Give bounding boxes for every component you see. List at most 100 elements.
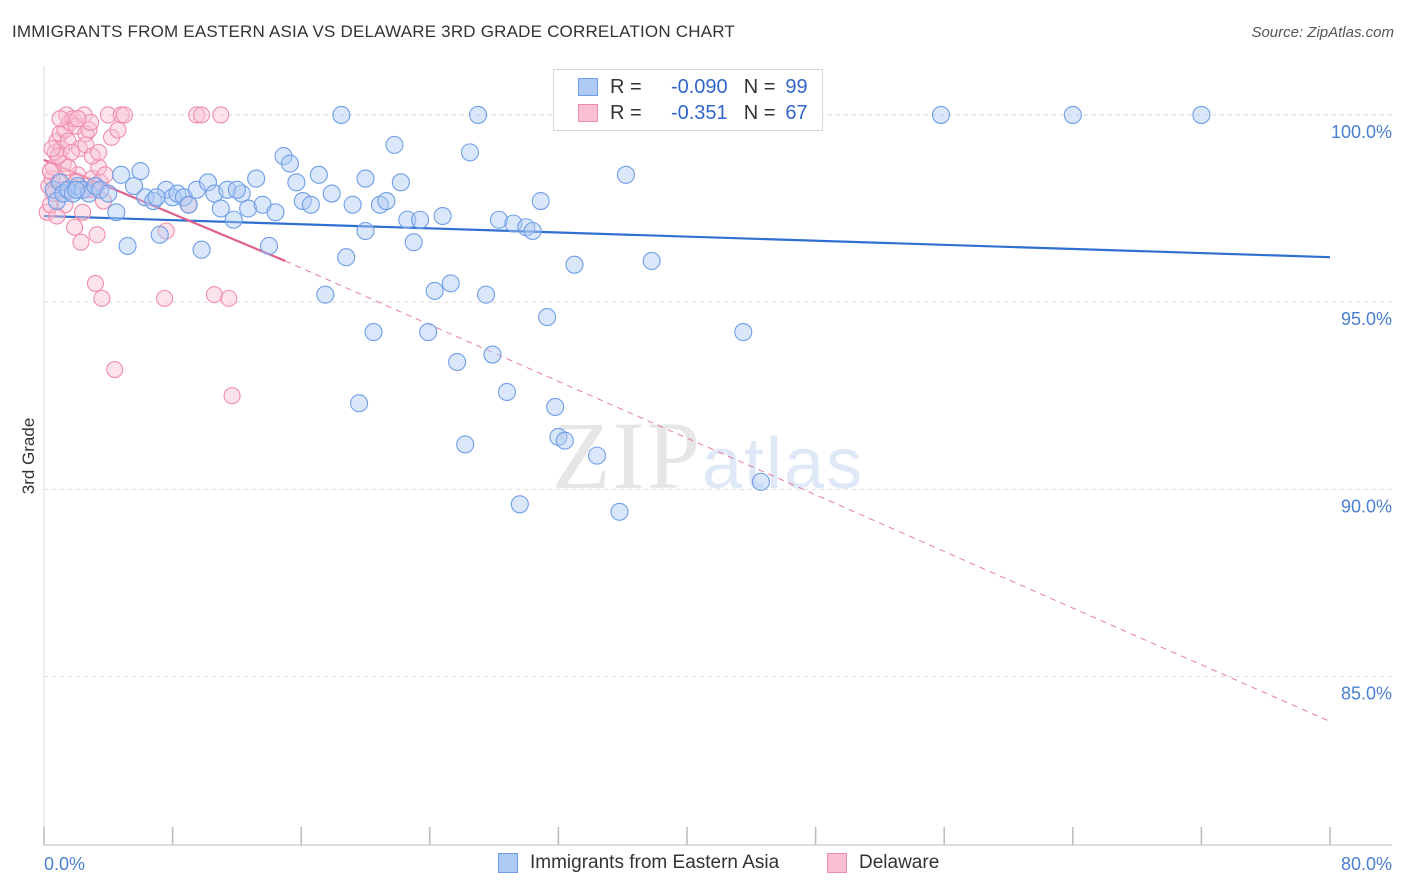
data-point-eastern-asia (364, 323, 383, 342)
legend-swatch-eastern-asia (578, 78, 598, 96)
data-point-eastern-asia (309, 165, 328, 184)
data-point-eastern-asia (301, 195, 320, 214)
y-tick-label: 90.0% (1341, 496, 1392, 516)
legend-n-value-delaware: 67 (785, 101, 808, 124)
legend-row-eastern-asia: R = -0.090 N = 99 (578, 74, 808, 100)
data-point-eastern-asia (107, 203, 126, 222)
data-point-eastern-asia (510, 495, 529, 514)
data-point-eastern-asia (239, 199, 258, 218)
data-point-eastern-asia (404, 233, 423, 252)
data-point-delaware (72, 233, 90, 251)
data-point-eastern-asia (419, 323, 438, 342)
data-point-delaware (192, 106, 211, 124)
trend-line-eastern-asia (43, 214, 1331, 259)
data-point-eastern-asia (211, 199, 230, 218)
data-point-eastern-asia (398, 210, 417, 229)
data-point-eastern-asia (47, 191, 66, 211)
legend-n-value-eastern-asia: 99 (785, 75, 808, 98)
data-point-eastern-asia (531, 191, 550, 211)
bottom-legend-label-eastern-asia: Immigrants from Eastern Asia (530, 852, 780, 873)
data-point-eastern-asia (391, 173, 410, 192)
data-point-eastern-asia (99, 184, 118, 203)
data-point-eastern-asia (131, 162, 150, 181)
data-point-eastern-asia (441, 274, 460, 293)
data-point-eastern-asia (227, 180, 246, 199)
data-point-eastern-asia (546, 397, 565, 417)
data-point-delaware (109, 121, 127, 139)
data-point-delaware (212, 106, 230, 124)
data-point-eastern-asia (616, 165, 635, 184)
data-point-eastern-asia (385, 135, 404, 154)
data-point-delaware (106, 360, 124, 379)
data-point-eastern-asia (751, 472, 770, 491)
data-point-delaware (156, 289, 174, 307)
data-point-delaware (82, 113, 100, 131)
legend-swatch-delaware (578, 104, 598, 122)
points-delaware (38, 106, 241, 405)
data-point-eastern-asia (448, 352, 467, 372)
data-point-eastern-asia (343, 195, 362, 214)
data-point-eastern-asia (931, 105, 951, 124)
bottom-legend-label-delaware: Delaware (859, 852, 940, 873)
chart-title: IMMIGRANTS FROM EASTERN ASIA VS DELAWARE… (12, 22, 735, 41)
bottom-legend-delaware: Delaware (827, 852, 939, 874)
data-point-delaware (62, 143, 80, 161)
data-point-delaware (86, 274, 104, 292)
legend-n-label: N = (743, 75, 776, 98)
data-point-delaware (220, 289, 238, 307)
data-point-eastern-asia (332, 105, 351, 124)
watermark-zip: ZIP (552, 402, 702, 509)
data-point-eastern-asia (377, 191, 396, 211)
data-point-eastern-asia (1192, 105, 1211, 124)
legend-box: R = -0.090 N = 99 R = -0.351 N = 67 (553, 69, 823, 131)
points-eastern-asia (44, 105, 1211, 521)
data-point-delaware (41, 162, 59, 180)
data-point-eastern-asia (734, 323, 753, 342)
y-tick-label: 100.0% (1331, 122, 1392, 142)
data-point-delaware (74, 203, 92, 221)
data-point-eastern-asia (316, 285, 335, 304)
data-point-delaware (93, 289, 111, 307)
data-point-eastern-asia (587, 446, 607, 465)
data-point-eastern-asia (477, 285, 496, 304)
data-point-delaware (223, 387, 241, 405)
data-point-delaware (115, 106, 133, 124)
data-point-delaware (51, 110, 69, 128)
bottom-legend-swatch-eastern-asia (498, 853, 518, 873)
legend-r-label: R = (610, 101, 642, 124)
data-point-eastern-asia (322, 184, 341, 203)
data-point-eastern-asia (433, 206, 452, 226)
trend-line-delaware-dashed (284, 260, 1331, 722)
data-point-eastern-asia (274, 147, 293, 166)
data-point-eastern-asia (350, 394, 369, 413)
legend-n-label: N = (743, 101, 776, 124)
x-tick-label: 0.0% (44, 854, 85, 874)
y-tick-label: 85.0% (1341, 684, 1392, 704)
data-point-delaware (48, 207, 66, 225)
data-point-eastern-asia (555, 431, 574, 450)
data-point-eastern-asia (468, 105, 488, 124)
legend-r-value-eastern-asia: -0.090 (670, 75, 728, 98)
tick-labels: 85.0% 90.0% 95.0% 100.0% 0.0% 80.0% (44, 122, 1392, 874)
data-point-eastern-asia (179, 195, 198, 214)
axes (43, 66, 1392, 846)
data-point-eastern-asia (247, 169, 266, 188)
data-point-eastern-asia (218, 180, 237, 199)
legend-r-value-delaware: -0.351 (670, 101, 728, 124)
data-point-eastern-asia (460, 143, 480, 162)
watermark: ZIPatlas (552, 400, 864, 511)
data-point-delaware (65, 218, 84, 236)
data-point-eastern-asia (425, 281, 444, 300)
data-point-eastern-asia (497, 382, 517, 402)
data-point-eastern-asia (150, 225, 169, 244)
data-point-delaware (69, 110, 87, 128)
data-point-eastern-asia (642, 251, 661, 270)
bottom-legend-swatch-delaware (827, 853, 847, 873)
data-point-delaware (188, 106, 206, 124)
data-point-eastern-asia (112, 165, 131, 184)
data-point-eastern-asia (337, 248, 356, 267)
data-point-eastern-asia (44, 180, 63, 199)
data-point-eastern-asia (523, 221, 542, 241)
data-point-eastern-asia (489, 210, 508, 229)
data-point-eastern-asia (157, 180, 176, 199)
